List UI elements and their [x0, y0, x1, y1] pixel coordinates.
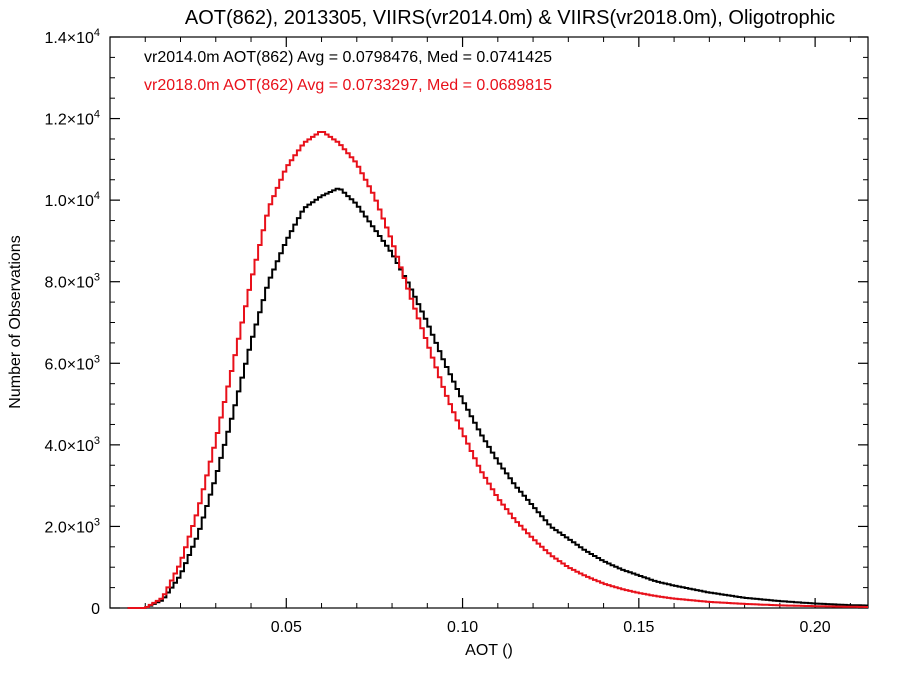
y-axis-ticks: 0 2.0×103 4.0×103 6.0×103 8.0×103 1.0×104 1.2×…: [44, 27, 868, 618]
chart-title: AOT(862), 2013305, VIIRS(vr2014.0m) & VI…: [185, 7, 835, 29]
y-tick-label: 0: [91, 601, 100, 618]
x-tick-label: 0.20: [800, 619, 831, 636]
y-tick-label: 1.0×104: [44, 190, 100, 210]
annotation-1: vr2014.0m AOT(862) Avg = 0.0798476, Med …: [144, 49, 552, 66]
y-axis-label: Number of Observations: [7, 235, 24, 408]
y-tick-label: 2.0×103: [44, 516, 100, 536]
series-line-2: [127, 131, 868, 609]
y-tick-label: 1.4×104: [44, 27, 100, 47]
y-tick-label: 6.0×103: [44, 353, 100, 373]
x-tick-label: 0.05: [271, 619, 302, 636]
x-tick-label: 0.10: [447, 619, 478, 636]
plot-frame: [109, 36, 869, 609]
y-tick-label: 4.0×103: [44, 435, 100, 455]
y-tick-label: 8.0×103: [44, 272, 100, 292]
y-tick-label: 1.2×104: [44, 109, 100, 129]
x-axis-label: AOT (): [465, 642, 513, 659]
x-axis-ticks: 0.05 0.10 0.15 0.20: [144, 37, 851, 636]
series-layer: [127, 131, 868, 609]
x-tick-label: 0.15: [623, 619, 654, 636]
annotations: vr2014.0m AOT(862) Avg = 0.0798476, Med …: [144, 49, 552, 94]
annotation-2: vr2018.0m AOT(862) Avg = 0.0733297, Med …: [144, 77, 552, 94]
series-line-1: [127, 187, 868, 609]
